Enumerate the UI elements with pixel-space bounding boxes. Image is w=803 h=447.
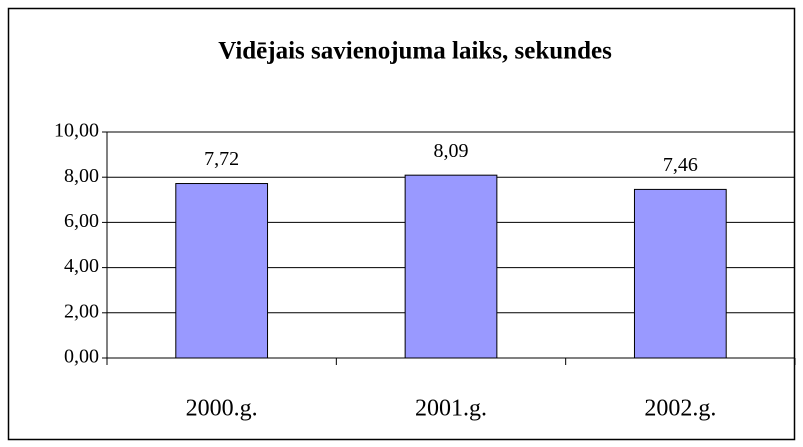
y-tick-label: 6,00 <box>64 210 99 232</box>
y-tick-label: 0,00 <box>64 346 99 368</box>
bar <box>175 183 269 359</box>
y-tick-label: 2,00 <box>64 300 99 322</box>
chart-title: Vidējais savienojuma laiks, sekundes <box>218 38 612 65</box>
data-label: 8,09 <box>434 140 469 162</box>
y-tick-label: 10,00 <box>54 120 99 142</box>
data-label: 7,72 <box>204 148 239 170</box>
x-tick-label: 2000.g. <box>186 396 258 422</box>
bar <box>404 174 498 359</box>
y-tick-label: 4,00 <box>64 255 99 277</box>
y-tick-label: 8,00 <box>64 165 99 187</box>
x-tick-label: 2001.g. <box>415 396 487 422</box>
bar <box>633 188 727 359</box>
data-label: 7,46 <box>663 154 698 176</box>
x-tick-label: 2002.g. <box>644 396 716 422</box>
